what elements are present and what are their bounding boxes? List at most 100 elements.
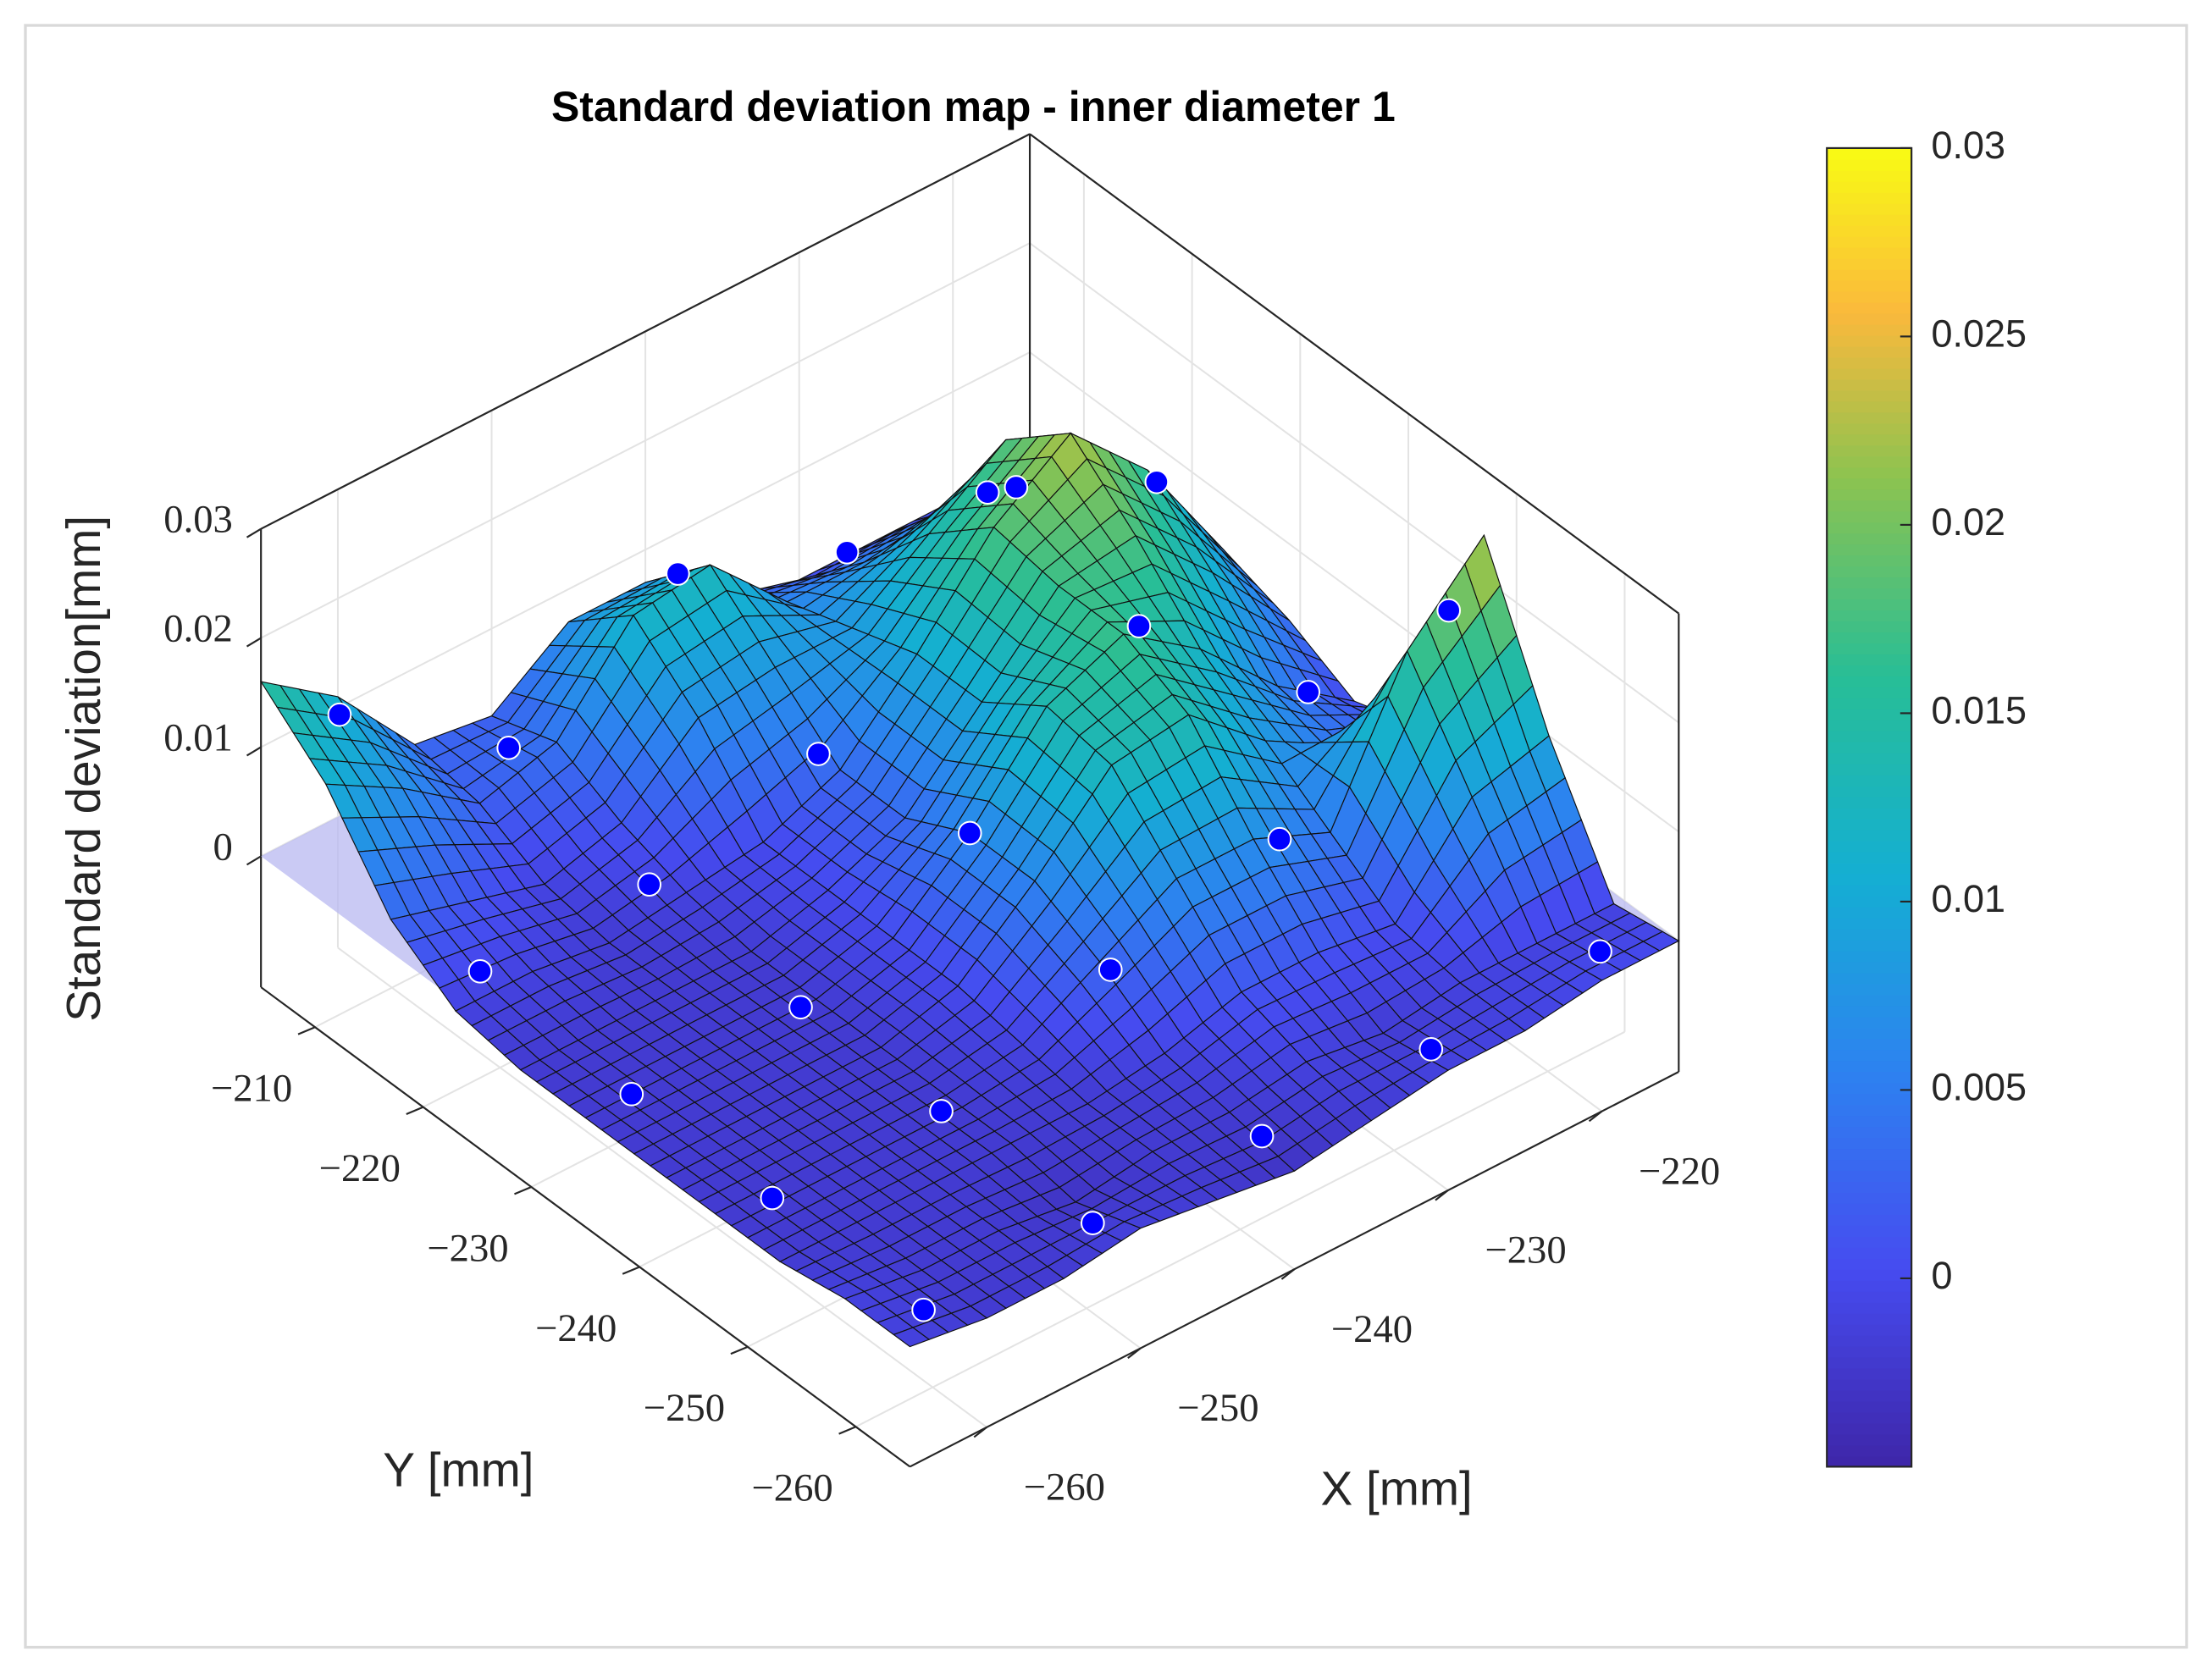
chart-title: Standard deviation map - inner diameter …	[551, 83, 1396, 130]
grid-line	[337, 947, 987, 1428]
data-point	[1436, 598, 1462, 623]
colorbar-segment	[1827, 1433, 1912, 1446]
data-point	[1418, 1037, 1444, 1062]
colorbar-segment	[1827, 455, 1912, 468]
data-point	[760, 1185, 785, 1211]
colorbar-segment	[1827, 1169, 1912, 1182]
colorbar-segment	[1827, 642, 1912, 654]
y-tick-label: −240	[535, 1306, 617, 1350]
colorbar-segment	[1827, 697, 1912, 709]
colorbar-segment	[1827, 1455, 1912, 1468]
z-tick-label: 0.03	[163, 498, 233, 542]
colorbar-segment	[1827, 686, 1912, 698]
colorbar-segment	[1827, 158, 1912, 171]
data-point	[496, 735, 522, 760]
colorbar-segment	[1827, 301, 1912, 314]
colorbar-segment	[1827, 906, 1912, 919]
data-point	[1004, 475, 1029, 500]
colorbar-segment	[1827, 1016, 1912, 1029]
colorbar-segment	[1827, 939, 1912, 952]
grid-line	[260, 242, 1031, 639]
colorbar-segment	[1827, 367, 1912, 380]
data-point	[1249, 1123, 1275, 1149]
colorbar-segment	[1827, 1367, 1912, 1380]
plot-area: Standard deviation map - inner diameter …	[24, 24, 2188, 1649]
colorbar-segment	[1827, 818, 1912, 831]
colorbar-tick-label: 0.025	[1931, 312, 2027, 355]
data-point	[1081, 1211, 1105, 1235]
colorbar-segment	[1827, 1180, 1912, 1193]
colorbar-segment	[1827, 433, 1912, 446]
data-point	[1144, 469, 1170, 494]
colorbar-segment	[1827, 466, 1912, 479]
colorbar-segment	[1827, 522, 1912, 534]
grid-line	[260, 351, 1031, 748]
colorbar-segment	[1827, 1049, 1912, 1062]
colorbar-segment	[1827, 1137, 1912, 1150]
data-point	[666, 561, 690, 586]
colorbar-segment	[1827, 378, 1912, 391]
colorbar-segment	[1827, 224, 1912, 237]
colorbar-segment	[1827, 191, 1912, 204]
colorbar-segment	[1827, 202, 1912, 215]
y-tick-label: −230	[427, 1226, 508, 1270]
colorbar-segment	[1827, 785, 1912, 798]
colorbar-segment	[1827, 566, 1912, 578]
y-tick-label: −260	[752, 1466, 833, 1510]
colorbar-segment	[1827, 708, 1912, 720]
z-tick	[246, 855, 262, 866]
colorbar-segment	[1827, 664, 1912, 676]
colorbar-segment	[1827, 1202, 1912, 1215]
colorbar-segment	[1827, 323, 1912, 336]
colorbar-segment	[1827, 741, 1912, 753]
colorbar-segment	[1827, 1378, 1912, 1391]
data-point	[929, 1099, 954, 1123]
colorbar-segment	[1827, 213, 1912, 226]
colorbar-segment	[1827, 290, 1912, 303]
colorbar-segment	[1827, 400, 1912, 413]
frame	[24, 24, 2188, 1649]
data-point	[637, 872, 662, 897]
colorbar-segment	[1827, 763, 1912, 776]
colorbar-segment	[1827, 1345, 1912, 1358]
colorbar-segment	[1827, 577, 1912, 589]
z-tick	[246, 637, 262, 648]
colorbar-segment	[1827, 884, 1912, 897]
z-tick	[246, 746, 262, 757]
colorbar-tick-label: 0.015	[1931, 688, 2027, 731]
data-point	[806, 742, 831, 766]
x-tick	[1435, 1190, 1449, 1201]
colorbar-segment	[1827, 1060, 1912, 1073]
colorbar-segment	[1827, 961, 1912, 974]
colorbar-segment	[1827, 1400, 1912, 1413]
colorbar-segment	[1827, 873, 1912, 886]
data-point	[975, 480, 1000, 505]
colorbar-segment	[1827, 928, 1912, 941]
axis-box-edge	[260, 986, 911, 1468]
colorbar-segment	[1827, 1268, 1912, 1281]
colorbar-segment	[1827, 1159, 1912, 1171]
data-point	[619, 1082, 644, 1107]
surface-patch	[893, 1327, 931, 1348]
colorbar-segment	[1827, 312, 1912, 325]
data-point	[788, 995, 813, 1020]
data-point	[327, 702, 352, 727]
colorbar-segment	[1827, 169, 1912, 182]
colorbar-segment	[1827, 345, 1912, 358]
data-point	[957, 820, 982, 846]
colorbar-segment	[1827, 1148, 1912, 1161]
x-tick-label: −250	[1177, 1386, 1258, 1430]
colorbar-tick-label: 0.02	[1931, 500, 2005, 544]
colorbar-segment	[1827, 730, 1912, 742]
colorbar-segment	[1827, 356, 1912, 369]
y-tick	[297, 1026, 316, 1035]
x-tick	[1280, 1268, 1296, 1280]
colorbar-segment	[1827, 389, 1912, 402]
colorbar-segment	[1827, 752, 1912, 764]
colorbar-segment	[1827, 862, 1912, 875]
y-tick-label: −250	[644, 1386, 725, 1430]
x-tick-label: −260	[1024, 1465, 1105, 1509]
colorbar-segment	[1827, 1279, 1912, 1292]
data-point	[834, 539, 860, 565]
colorbar-segment	[1827, 1071, 1912, 1084]
